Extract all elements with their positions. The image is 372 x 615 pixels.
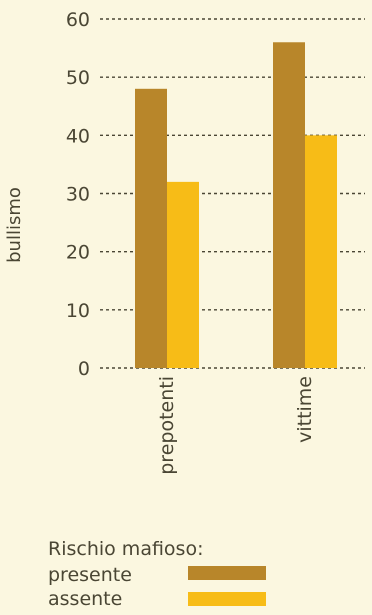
x-category-label: vittime [294,376,316,443]
y-tick-label: 10 [66,300,90,322]
legend-swatch-assente [188,592,266,606]
bars [135,42,337,369]
legend-label-assente: assente [48,588,122,610]
y-tick-label: 20 [66,242,90,264]
y-tick-label: 60 [66,9,90,31]
y-tick-label: 40 [66,125,90,147]
legend-title: Rischio mafioso: [48,538,203,560]
bar-prepotenti-assente [167,181,199,368]
y-tick-label: 0 [78,358,90,380]
x-category-label: prepotenti [156,376,178,475]
bar-prepotenti-presente [135,88,167,369]
y-tick-label: 30 [66,184,90,206]
legend-swatch-presente [188,566,266,580]
legend: Rischio mafioso: presente assente [48,538,266,610]
x-axis-categories: prepotenti vittime [156,376,316,475]
y-axis-ticks: 0 10 20 30 40 50 60 [66,9,90,380]
bar-vittime-assente [305,135,337,368]
legend-label-presente: presente [48,564,132,586]
bar-vittime-presente [273,42,305,369]
y-axis-title: bullismo [4,187,25,263]
y-tick-label: 50 [66,67,90,89]
